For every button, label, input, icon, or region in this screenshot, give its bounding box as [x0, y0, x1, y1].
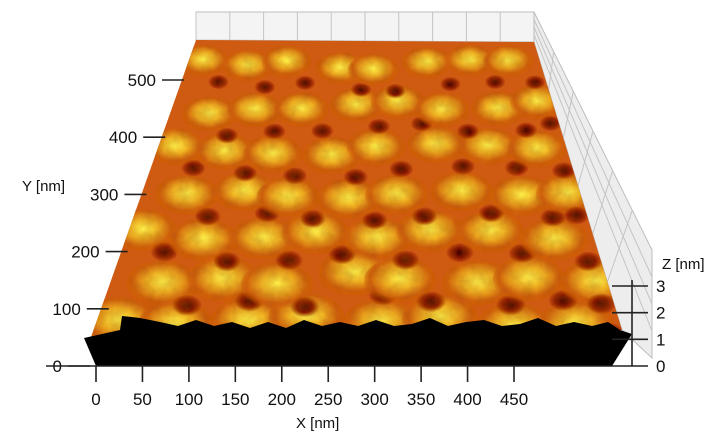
x-tick-label: 400 — [453, 390, 481, 409]
y-tick-label: 200 — [71, 243, 99, 262]
x-tick-label: 450 — [500, 390, 528, 409]
y-tick-label: 100 — [52, 300, 80, 319]
z-tick-label: 2 — [656, 304, 665, 323]
back-wall-grid — [195, 11, 653, 360]
y-axis-title: Y [nm] — [22, 178, 65, 195]
y-tick-label: 300 — [90, 185, 118, 204]
axes-layer: 0 50 100 150 200 250 300 350 400 450 0 100 200 300 400… — [46, 71, 665, 409]
x-tick-label: 50 — [133, 390, 152, 409]
y-tick-label: 400 — [109, 128, 137, 147]
z-tick-label: 1 — [656, 330, 665, 349]
front-profile-face — [84, 316, 632, 366]
afm-surface — [90, 40, 622, 340]
x-tick-label: 250 — [314, 390, 342, 409]
x-tick-label: 200 — [268, 390, 296, 409]
x-tick-label: 300 — [360, 390, 388, 409]
y-tick-label: 500 — [128, 71, 156, 90]
x-tick-label: 350 — [407, 390, 435, 409]
z-axis-title: Z [nm] — [662, 256, 705, 273]
x-tick-label: 150 — [221, 390, 249, 409]
x-axis-title: X [nm] — [296, 415, 339, 432]
x-tick-label: 0 — [91, 390, 100, 409]
z-tick-label: 3 — [656, 277, 665, 296]
x-tick-label: 100 — [175, 390, 203, 409]
z-tick-label: 0 — [656, 357, 665, 376]
